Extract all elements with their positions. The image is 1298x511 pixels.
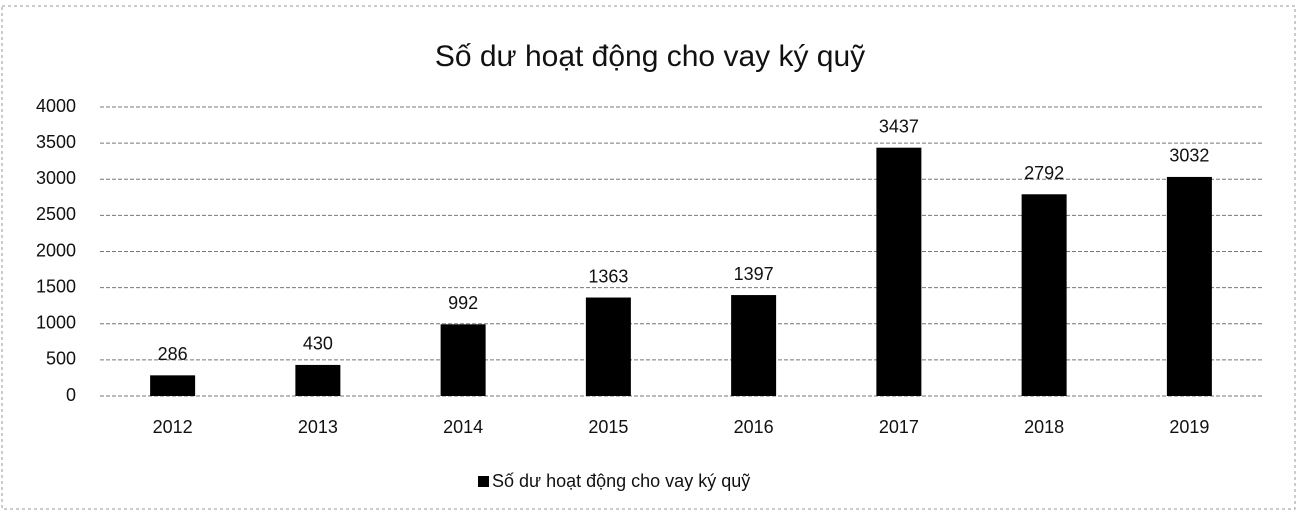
x-tick-label: 2017: [879, 417, 919, 437]
legend-swatch: [478, 476, 489, 487]
bar: [440, 324, 486, 396]
bar: [150, 375, 196, 396]
y-tick-label: 500: [46, 349, 76, 369]
y-tick-label: 3000: [36, 168, 76, 188]
x-tick-label: 2012: [153, 417, 193, 437]
data-label: 1397: [734, 264, 774, 284]
y-tick-label: 0: [66, 385, 76, 405]
chart-title: Số dư hoạt động cho vay ký quỹ: [435, 40, 865, 73]
data-label: 3437: [879, 116, 919, 136]
bar: [1021, 194, 1067, 396]
y-tick-label: 4000: [36, 96, 76, 116]
bar: [731, 295, 777, 396]
bar: [585, 297, 631, 396]
chart-border: [1, 5, 1296, 510]
data-label: 430: [303, 334, 333, 354]
bar: [295, 364, 341, 396]
x-tick-label: 2019: [1169, 417, 1209, 437]
x-tick-label: 2018: [1024, 417, 1064, 437]
legend-label: Số dư hoạt động cho vay ký quỹ: [492, 471, 750, 491]
y-tick-label: 2500: [36, 204, 76, 224]
data-label: 286: [158, 344, 188, 364]
x-tick-label: 2015: [588, 417, 628, 437]
y-tick-label: 1500: [36, 276, 76, 296]
x-tick-label: 2013: [298, 417, 338, 437]
data-label: 2792: [1024, 163, 1064, 183]
data-label: 3032: [1169, 146, 1209, 166]
bar: [1166, 176, 1212, 396]
x-tick-label: 2016: [734, 417, 774, 437]
bar: [876, 147, 922, 396]
data-label: 992: [448, 293, 478, 313]
x-tick-label: 2014: [443, 417, 483, 437]
data-label: 1363: [588, 266, 628, 286]
y-tick-label: 2000: [36, 240, 76, 260]
y-tick-label: 3500: [36, 132, 76, 152]
y-tick-label: 1000: [36, 313, 76, 333]
